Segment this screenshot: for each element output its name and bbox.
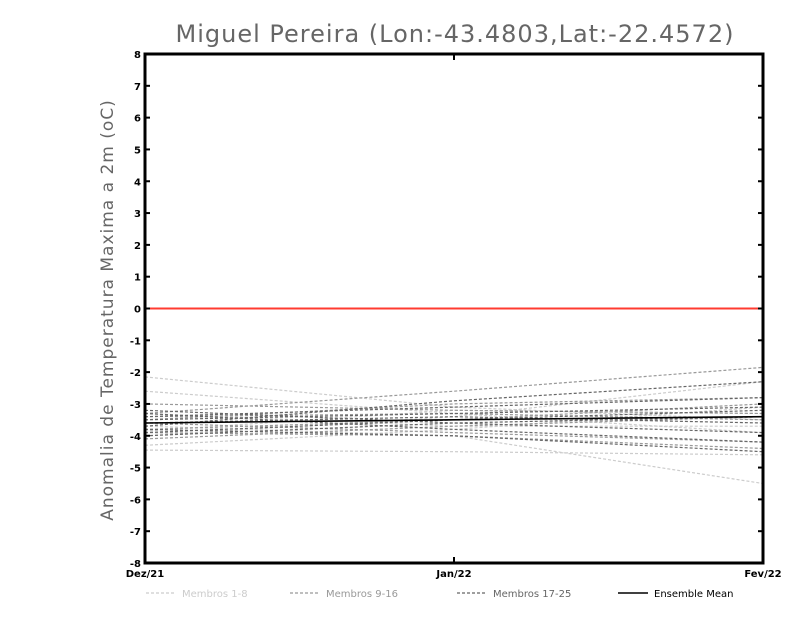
series-line-1-7 xyxy=(144,406,764,446)
series-line-3-5 xyxy=(144,412,764,443)
series-line-2-4 xyxy=(144,422,764,443)
y-tick-label: 5 xyxy=(134,145,141,156)
series-line-3-6 xyxy=(144,428,764,453)
series-line-2-8 xyxy=(144,432,764,450)
legend: Membros 1-8 Membros 9-16 Membros 17-25 Ense… xyxy=(146,589,733,600)
legend-label-4: Ensemble Mean xyxy=(654,589,733,600)
series-line-1-8 xyxy=(144,390,764,434)
series-line-3-8 xyxy=(144,416,764,424)
series-line-1-5 xyxy=(144,425,764,485)
y-tick-label: 8 xyxy=(134,50,141,61)
y-tick-label: -5 xyxy=(130,464,141,475)
legend-label-2: Membros 9-16 xyxy=(326,589,398,600)
x-tick-label: Fev/22 xyxy=(744,569,781,580)
y-tick-label: -3 xyxy=(130,400,141,411)
series-line-3-4 xyxy=(144,409,764,434)
series-line-4-1 xyxy=(144,415,764,424)
y-tick-label: -7 xyxy=(130,527,141,538)
series-line-2-2 xyxy=(144,397,764,421)
series-line-3-3 xyxy=(144,409,764,434)
series-line-3-1 xyxy=(144,381,764,427)
y-tick-label: 4 xyxy=(134,177,141,188)
y-tick-label: 1 xyxy=(134,273,141,284)
y-axis-label: Anomalia de Temperatura Maxima a 2m (oC) xyxy=(98,99,118,521)
y-tick-label: -6 xyxy=(130,495,141,506)
y-tick-label: 2 xyxy=(134,241,141,252)
legend-label-3: Membros 17-25 xyxy=(493,589,571,600)
y-tick-label: -2 xyxy=(130,368,141,379)
series-line-2-6 xyxy=(144,416,764,440)
y-tick-label: 6 xyxy=(134,114,141,125)
series-line-3-2 xyxy=(144,406,764,421)
y-tick-label: 7 xyxy=(134,82,141,93)
y-tick-label: -1 xyxy=(130,336,141,347)
series-line-2-7 xyxy=(144,403,764,415)
series-line-1-2 xyxy=(144,449,764,456)
y-tick-label: 3 xyxy=(134,209,141,220)
series-line-1-1 xyxy=(144,376,764,421)
series-line-1-3 xyxy=(144,381,764,437)
y-tick-label: -4 xyxy=(130,432,141,443)
series-line-3-7 xyxy=(144,416,764,437)
chart-title: Miguel Pereira (Lon:-43.4803,Lat:-22.457… xyxy=(176,20,735,48)
y-tick-label: 0 xyxy=(134,305,141,316)
series-line-2-1 xyxy=(144,366,764,415)
x-tick-label: Dez/21 xyxy=(126,569,165,580)
y-tick-label: -8 xyxy=(130,559,141,570)
legend-label-1: Membros 1-8 xyxy=(182,589,248,600)
series-line-3-9 xyxy=(144,397,764,418)
x-tick-label: Jan/22 xyxy=(435,569,471,580)
